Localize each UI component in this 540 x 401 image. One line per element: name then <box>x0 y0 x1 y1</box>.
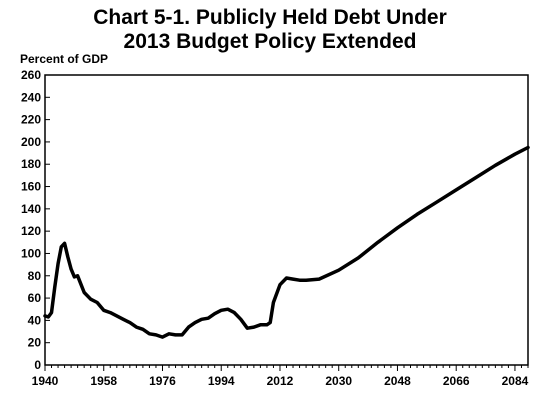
x-tick-label: 1994 <box>208 374 235 388</box>
x-tick-label: 1940 <box>32 374 59 388</box>
chart-title-line-2: 2013 Budget Policy Extended <box>123 30 417 53</box>
series-group <box>43 145 530 339</box>
y-tick-label: 100 <box>21 246 41 260</box>
x-tick-label: 2012 <box>267 374 294 388</box>
x-tick-label: 2066 <box>443 374 470 388</box>
x-axis: 1940 1958 1976 1994 2012 2030 2048 2066 2084 <box>32 365 529 388</box>
x-tick-label: 2084 <box>502 374 529 388</box>
y-tick-label: 0 <box>34 358 41 372</box>
debt-series-line <box>43 145 530 339</box>
plot-frame <box>44 74 529 366</box>
plot-border <box>44 74 529 366</box>
y-tick-label: 20 <box>28 336 42 350</box>
y-tick-label: 80 <box>28 269 42 283</box>
chart-title: Chart 5-1. Publicly Held Debt Under 2013… <box>0 6 540 54</box>
y-tick-label: 120 <box>21 224 41 238</box>
x-tick-label: 1958 <box>90 374 117 388</box>
x-tick-label: 1976 <box>149 374 176 388</box>
y-tick-label: 240 <box>21 90 41 104</box>
y-tick-label: 180 <box>21 157 41 171</box>
y-tick-label: 60 <box>28 291 42 305</box>
y-tick-label: 260 <box>21 68 41 82</box>
y-tick-label: 220 <box>21 113 41 127</box>
y-tick-label: 40 <box>28 313 42 327</box>
y-tick-label: 140 <box>21 202 41 216</box>
chart-title-line-1: Chart 5-1. Publicly Held Debt Under <box>93 6 447 29</box>
y-tick-label: 200 <box>21 135 41 149</box>
y-tick-label: 160 <box>21 180 41 194</box>
x-tick-label: 2030 <box>325 374 352 388</box>
y-axis: 0 20 40 60 80 100 120 140 160 180 200 220 240 260 <box>21 68 50 372</box>
x-tick-label: 2048 <box>384 374 411 388</box>
y-axis-label: Percent of GDP <box>20 52 109 66</box>
